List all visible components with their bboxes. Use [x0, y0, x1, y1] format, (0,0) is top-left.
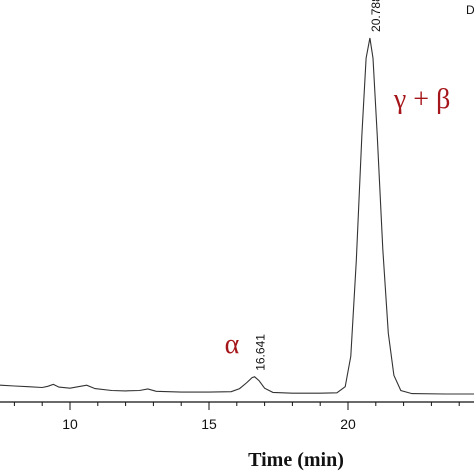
x-axis-ticks: 10 15 20	[13, 402, 460, 432]
corner-panel-letter: D	[466, 3, 474, 17]
x-tick-label: 20	[340, 416, 356, 432]
x-tick-label: 15	[201, 416, 217, 432]
peak-annotations: 16.641 α 20.788 γ + β	[225, 0, 451, 371]
peak-annotation: γ + β	[393, 84, 450, 115]
x-tick-label: 10	[62, 416, 78, 432]
peak-retention-label: 16.641	[254, 334, 268, 371]
x-axis-title: Time (min)	[248, 449, 344, 471]
chromatogram-trace	[0, 37, 474, 395]
peak-retention-label: 20.788	[369, 0, 383, 32]
peak-annotation: α	[225, 329, 240, 360]
